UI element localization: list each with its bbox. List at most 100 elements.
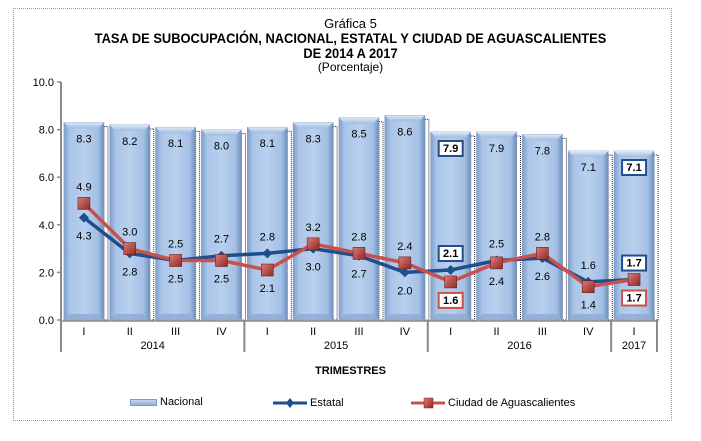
bar-bevel-top	[568, 151, 609, 158]
legend-line-swatch-estatal	[273, 398, 307, 408]
y-tick-label: 6.0	[39, 172, 54, 184]
data-label-ciudad: 2.1	[260, 283, 275, 295]
data-label-nacional: 7.1	[626, 162, 641, 174]
x-tick-label: I	[449, 326, 452, 338]
y-tick-label: 4.0	[39, 220, 54, 232]
x-tick-label: IV	[400, 326, 411, 338]
bar-bevel-top	[201, 129, 242, 136]
bar-bevel-bottom	[109, 314, 150, 320]
bar-bevel-top	[155, 127, 196, 134]
bar-shadow	[607, 154, 613, 321]
data-label-estatal: 4.3	[76, 231, 91, 243]
data-label-nacional: 8.6	[397, 126, 412, 138]
data-label-estatal: 3.0	[306, 262, 321, 274]
chart-subtitle: DE 2014 A 2017	[303, 45, 398, 61]
chart-frame	[13, 8, 672, 421]
data-label-estatal: 2.0	[397, 285, 412, 297]
bar-bevel-top	[247, 127, 288, 134]
marker-estatal	[445, 265, 456, 276]
data-label-nacional: 8.1	[168, 138, 183, 150]
data-label-ciudad: 2.5	[168, 239, 183, 251]
legend-item-estatal: Estatal	[273, 396, 344, 410]
data-label-estatal: 1.7	[626, 258, 641, 270]
bar-nacional	[201, 129, 242, 321]
marker-ciudad	[306, 237, 320, 251]
marker-estatal	[262, 248, 273, 259]
data-label-nacional: 7.8	[535, 145, 550, 157]
data-label-estatal: 2.7	[351, 269, 366, 281]
y-tick-label: 10.0	[33, 77, 54, 89]
legend-line-swatch-ciudad	[411, 397, 445, 409]
year-label: 2015	[324, 340, 348, 352]
x-tick-label: II	[493, 326, 499, 338]
marker-estatal	[399, 267, 410, 278]
year-label: 2016	[507, 340, 531, 352]
bar-bevel-top	[430, 131, 471, 138]
data-label-estatal-box	[621, 254, 648, 272]
marker-ciudad	[398, 256, 412, 270]
bar-bevel-top	[476, 131, 517, 138]
y-tick-label: 0.0	[39, 315, 54, 327]
x-tick-label: I	[633, 326, 636, 338]
marker-ciudad	[169, 254, 182, 267]
bar-shadow	[149, 128, 155, 321]
bar-bevel-bottom	[155, 314, 196, 320]
data-label-estatal: 2.6	[535, 271, 550, 283]
bar-shadow	[561, 137, 567, 321]
data-label-estatal-box	[437, 245, 464, 263]
data-label-ciudad: 3.2	[306, 222, 321, 234]
bar-bevel-bottom	[201, 314, 242, 320]
bar-nacional	[247, 126, 288, 321]
data-label-ciudad: 4.9	[76, 181, 91, 193]
marker-ciudad	[627, 273, 641, 286]
data-label-ciudad-box	[437, 291, 464, 309]
bar-bevel-bottom	[63, 314, 104, 320]
data-label-nacional: 8.1	[260, 138, 275, 150]
bar-bevel-bottom	[614, 314, 655, 320]
bar-shadow	[653, 154, 659, 321]
year-label: 2017	[622, 340, 646, 352]
data-label-ciudad: 2.8	[351, 231, 366, 243]
x-tick-label: I	[82, 326, 85, 338]
bar-nacional	[476, 131, 517, 321]
bar-shadow	[516, 135, 522, 321]
data-label-ciudad: 2.8	[535, 231, 550, 243]
bar-bevel-top	[339, 117, 379, 124]
x-tick-label: II	[310, 326, 316, 338]
data-label-nacional: 7.1	[581, 162, 596, 174]
data-label-nacional-box	[621, 159, 648, 177]
data-label-nacional: 8.3	[306, 133, 321, 145]
marker-ciudad	[123, 242, 137, 255]
legend-item-ciudad: Ciudad de Aguascalientes	[411, 396, 575, 410]
data-label-nacional: 8.3	[76, 133, 91, 145]
legend-label: Ciudad de Aguascalientes	[448, 397, 576, 409]
marker-estatal	[78, 212, 89, 223]
data-label-estatal: 2.8	[260, 231, 275, 243]
legend-item-nacional: Nacional	[130, 396, 203, 408]
data-label-estatal: 2.5	[168, 274, 183, 286]
bar-shadow	[378, 121, 384, 321]
marker-ciudad	[215, 254, 228, 267]
bar-bevel-bottom	[247, 314, 288, 320]
chart-unit-label: (Porcentaje)	[317, 60, 384, 74]
x-axis-title: TRIMESTRES	[315, 365, 386, 377]
data-label-ciudad: 1.4	[581, 300, 596, 312]
data-label-nacional: 7.9	[443, 143, 458, 155]
bar-bevel-bottom	[293, 314, 334, 320]
bar-nacional	[567, 150, 609, 321]
data-label-ciudad: 1.7	[626, 293, 641, 305]
chart-title: TASA DE SUBOCUPACIÓN, NACIONAL, ESTATAL …	[94, 30, 607, 46]
data-label-estatal: 2.1	[443, 248, 458, 260]
bar-shadow	[240, 133, 246, 321]
data-label-nacional: 8.5	[351, 129, 366, 141]
bar-nacional	[522, 134, 563, 321]
bar-nacional	[292, 122, 334, 321]
legend: Nacional Estatal Ciudad de Aguascaliente…	[0, 396, 701, 412]
marker-ciudad	[581, 280, 595, 293]
bar-nacional	[430, 131, 471, 321]
bar-nacional	[338, 117, 380, 321]
y-tick-label: 8.0	[39, 125, 54, 137]
x-tick-label: III	[171, 326, 180, 338]
data-label-ciudad: 2.5	[214, 274, 229, 286]
data-label-ciudad-box	[621, 289, 648, 307]
